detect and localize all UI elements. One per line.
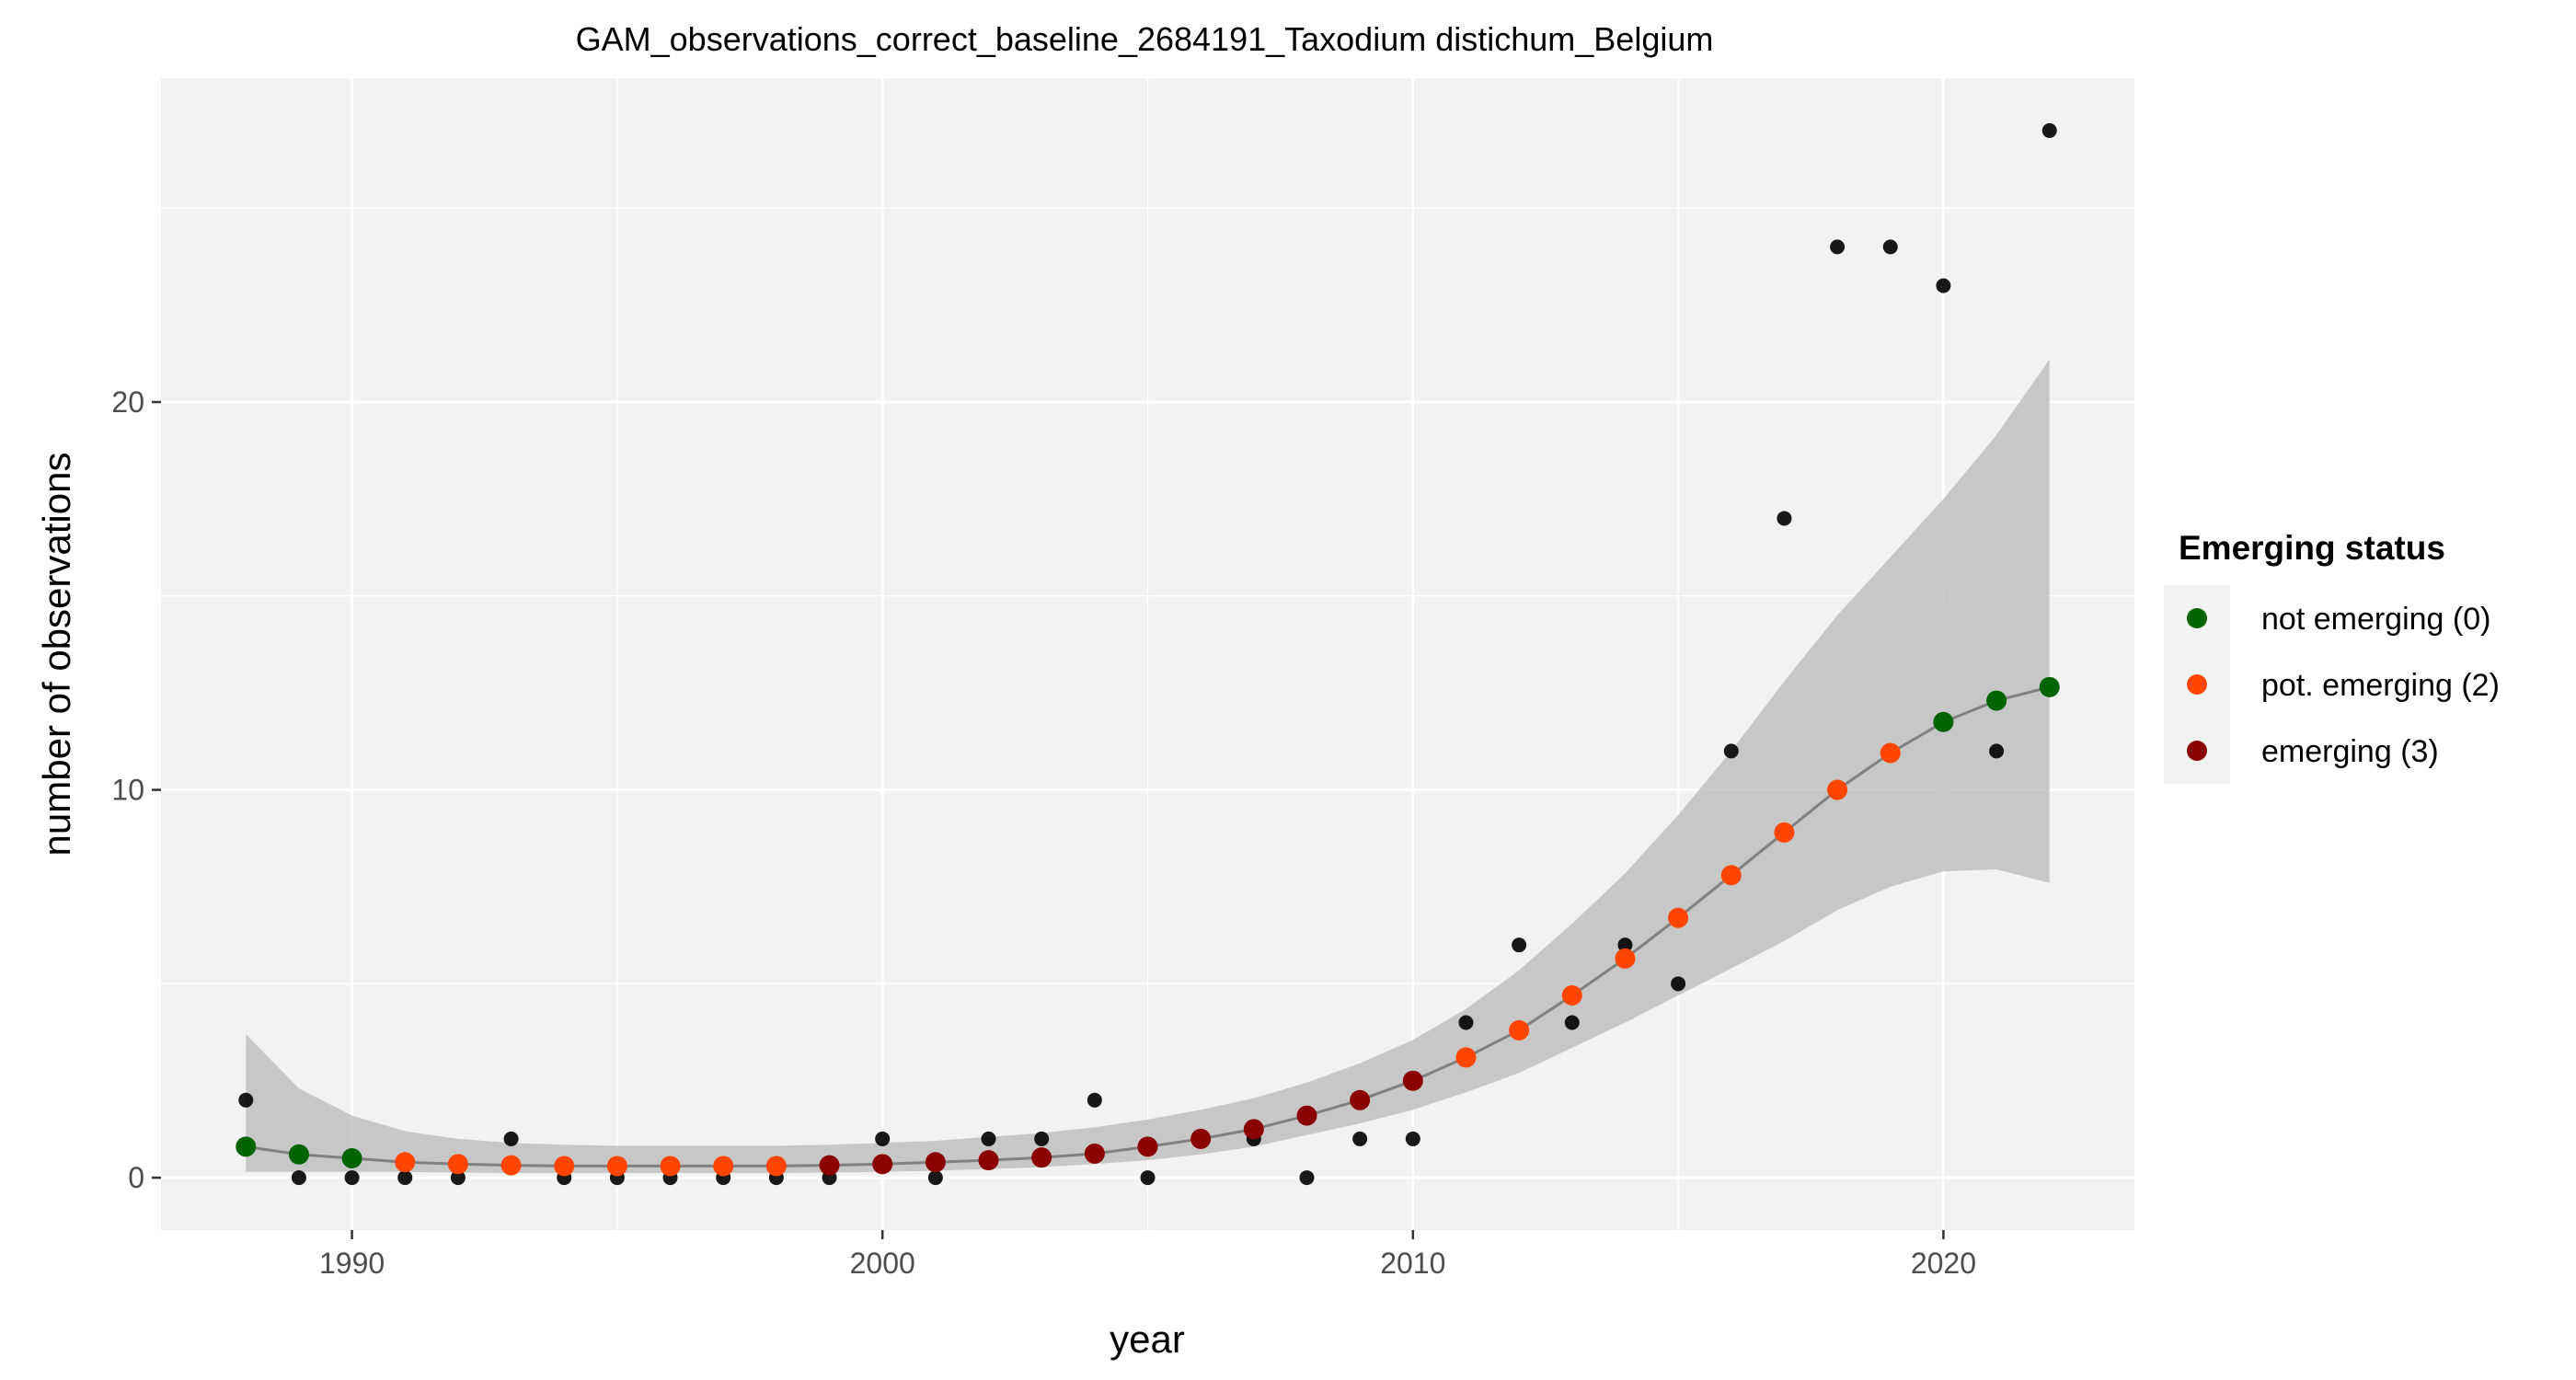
observed-point <box>1140 1170 1156 1186</box>
fitted-point <box>1509 1019 1530 1041</box>
observed-point <box>344 1170 360 1186</box>
observed-point <box>1617 937 1633 953</box>
fitted-point <box>1190 1128 1212 1149</box>
observed-point <box>1882 239 1898 255</box>
fitted-point <box>1031 1147 1052 1168</box>
fitted-point <box>1720 865 1742 886</box>
fitted-point <box>660 1156 681 1177</box>
fitted-point <box>1880 742 1901 764</box>
fitted-point <box>713 1156 734 1177</box>
observed-point <box>1299 1170 1315 1186</box>
fitted-point <box>2039 676 2060 697</box>
observed-point <box>1936 278 1951 293</box>
grid-minor <box>161 78 2134 1230</box>
observed-point <box>1405 1131 1420 1146</box>
observed-point <box>450 1170 466 1186</box>
legend-key <box>2187 674 2207 695</box>
legend-key <box>2187 741 2207 761</box>
observed-points <box>238 122 2057 1186</box>
fitted-point <box>1402 1070 1423 1091</box>
x-tick-label: 2020 <box>1911 1247 1976 1280</box>
legend-items: not emerging (0) pot. emerging (2) emergin… <box>2164 585 2500 784</box>
fitted-point <box>606 1156 627 1177</box>
legend-key <box>2187 608 2207 628</box>
fitted-point <box>1084 1143 1105 1164</box>
fitted-point <box>554 1156 575 1177</box>
x-axis: 1990 2000 2010 2020 <box>319 1230 1976 1280</box>
x-axis-label: year <box>1110 1317 1185 1361</box>
observed-point <box>1777 511 1792 526</box>
observed-point <box>1830 239 1846 255</box>
fitted-point <box>236 1136 257 1157</box>
y-tick-label: 20 <box>111 385 144 419</box>
fitted-point <box>1933 711 1954 732</box>
observed-point <box>238 1092 254 1108</box>
fitted-point <box>1350 1089 1371 1110</box>
legend-label: pot. emerging (2) <box>2261 668 2500 703</box>
fitted-point <box>1296 1105 1317 1126</box>
fitted-point <box>925 1152 946 1173</box>
observed-point <box>1087 1092 1102 1108</box>
observed-point <box>2041 122 2057 138</box>
observed-point <box>927 1170 943 1186</box>
fitted-point <box>1774 822 1795 843</box>
confidence-ribbon <box>246 359 2050 1174</box>
observed-point <box>503 1131 519 1146</box>
fitted-point <box>1455 1047 1477 1068</box>
fitted-point <box>1561 984 1582 1006</box>
observed-point <box>981 1131 996 1146</box>
chart-title: GAM_observations_correct_baseline_268419… <box>576 20 1714 58</box>
fitted-point <box>1668 907 1689 928</box>
fitted-point <box>341 1148 362 1169</box>
y-axis: 0 10 20 <box>111 385 161 1194</box>
fitted-point <box>395 1152 416 1173</box>
legend-label: emerging (3) <box>2261 734 2439 769</box>
observed-point <box>397 1170 413 1186</box>
observed-point <box>1352 1131 1368 1146</box>
fitted-point <box>1615 948 1636 969</box>
fitted-point <box>447 1154 468 1175</box>
fitted-point <box>1986 690 2007 711</box>
y-tick-label: 0 <box>128 1161 144 1194</box>
x-tick-label: 2000 <box>850 1247 915 1280</box>
observed-point <box>875 1131 891 1146</box>
fitted-point <box>1827 779 1848 800</box>
fitted-point <box>288 1144 309 1165</box>
y-axis-label: number of observations <box>35 453 78 857</box>
legend: Emerging status not emerging (0) pot. eme… <box>2164 529 2500 784</box>
fitted-point <box>978 1150 999 1171</box>
legend-title: Emerging status <box>2179 529 2445 567</box>
fitted-point <box>765 1156 787 1177</box>
y-tick-label: 10 <box>111 774 144 807</box>
fitted-point <box>500 1155 522 1176</box>
observed-point <box>291 1170 306 1186</box>
fitted-point <box>1243 1119 1264 1140</box>
observed-point <box>1458 1015 1474 1030</box>
observed-point <box>1512 937 1527 953</box>
fitted-points <box>236 676 2060 1177</box>
fitted-point <box>872 1154 893 1175</box>
observed-point <box>1564 1015 1580 1030</box>
observed-point <box>1034 1131 1050 1146</box>
legend-label: not emerging (0) <box>2261 602 2490 637</box>
observed-point <box>1723 743 1739 759</box>
fitted-point <box>819 1155 840 1176</box>
fitted-point <box>1137 1136 1158 1157</box>
x-tick-label: 1990 <box>319 1247 385 1280</box>
observed-point <box>1989 743 2005 759</box>
observed-point <box>1671 976 1686 992</box>
x-tick-label: 2010 <box>1380 1247 1445 1280</box>
